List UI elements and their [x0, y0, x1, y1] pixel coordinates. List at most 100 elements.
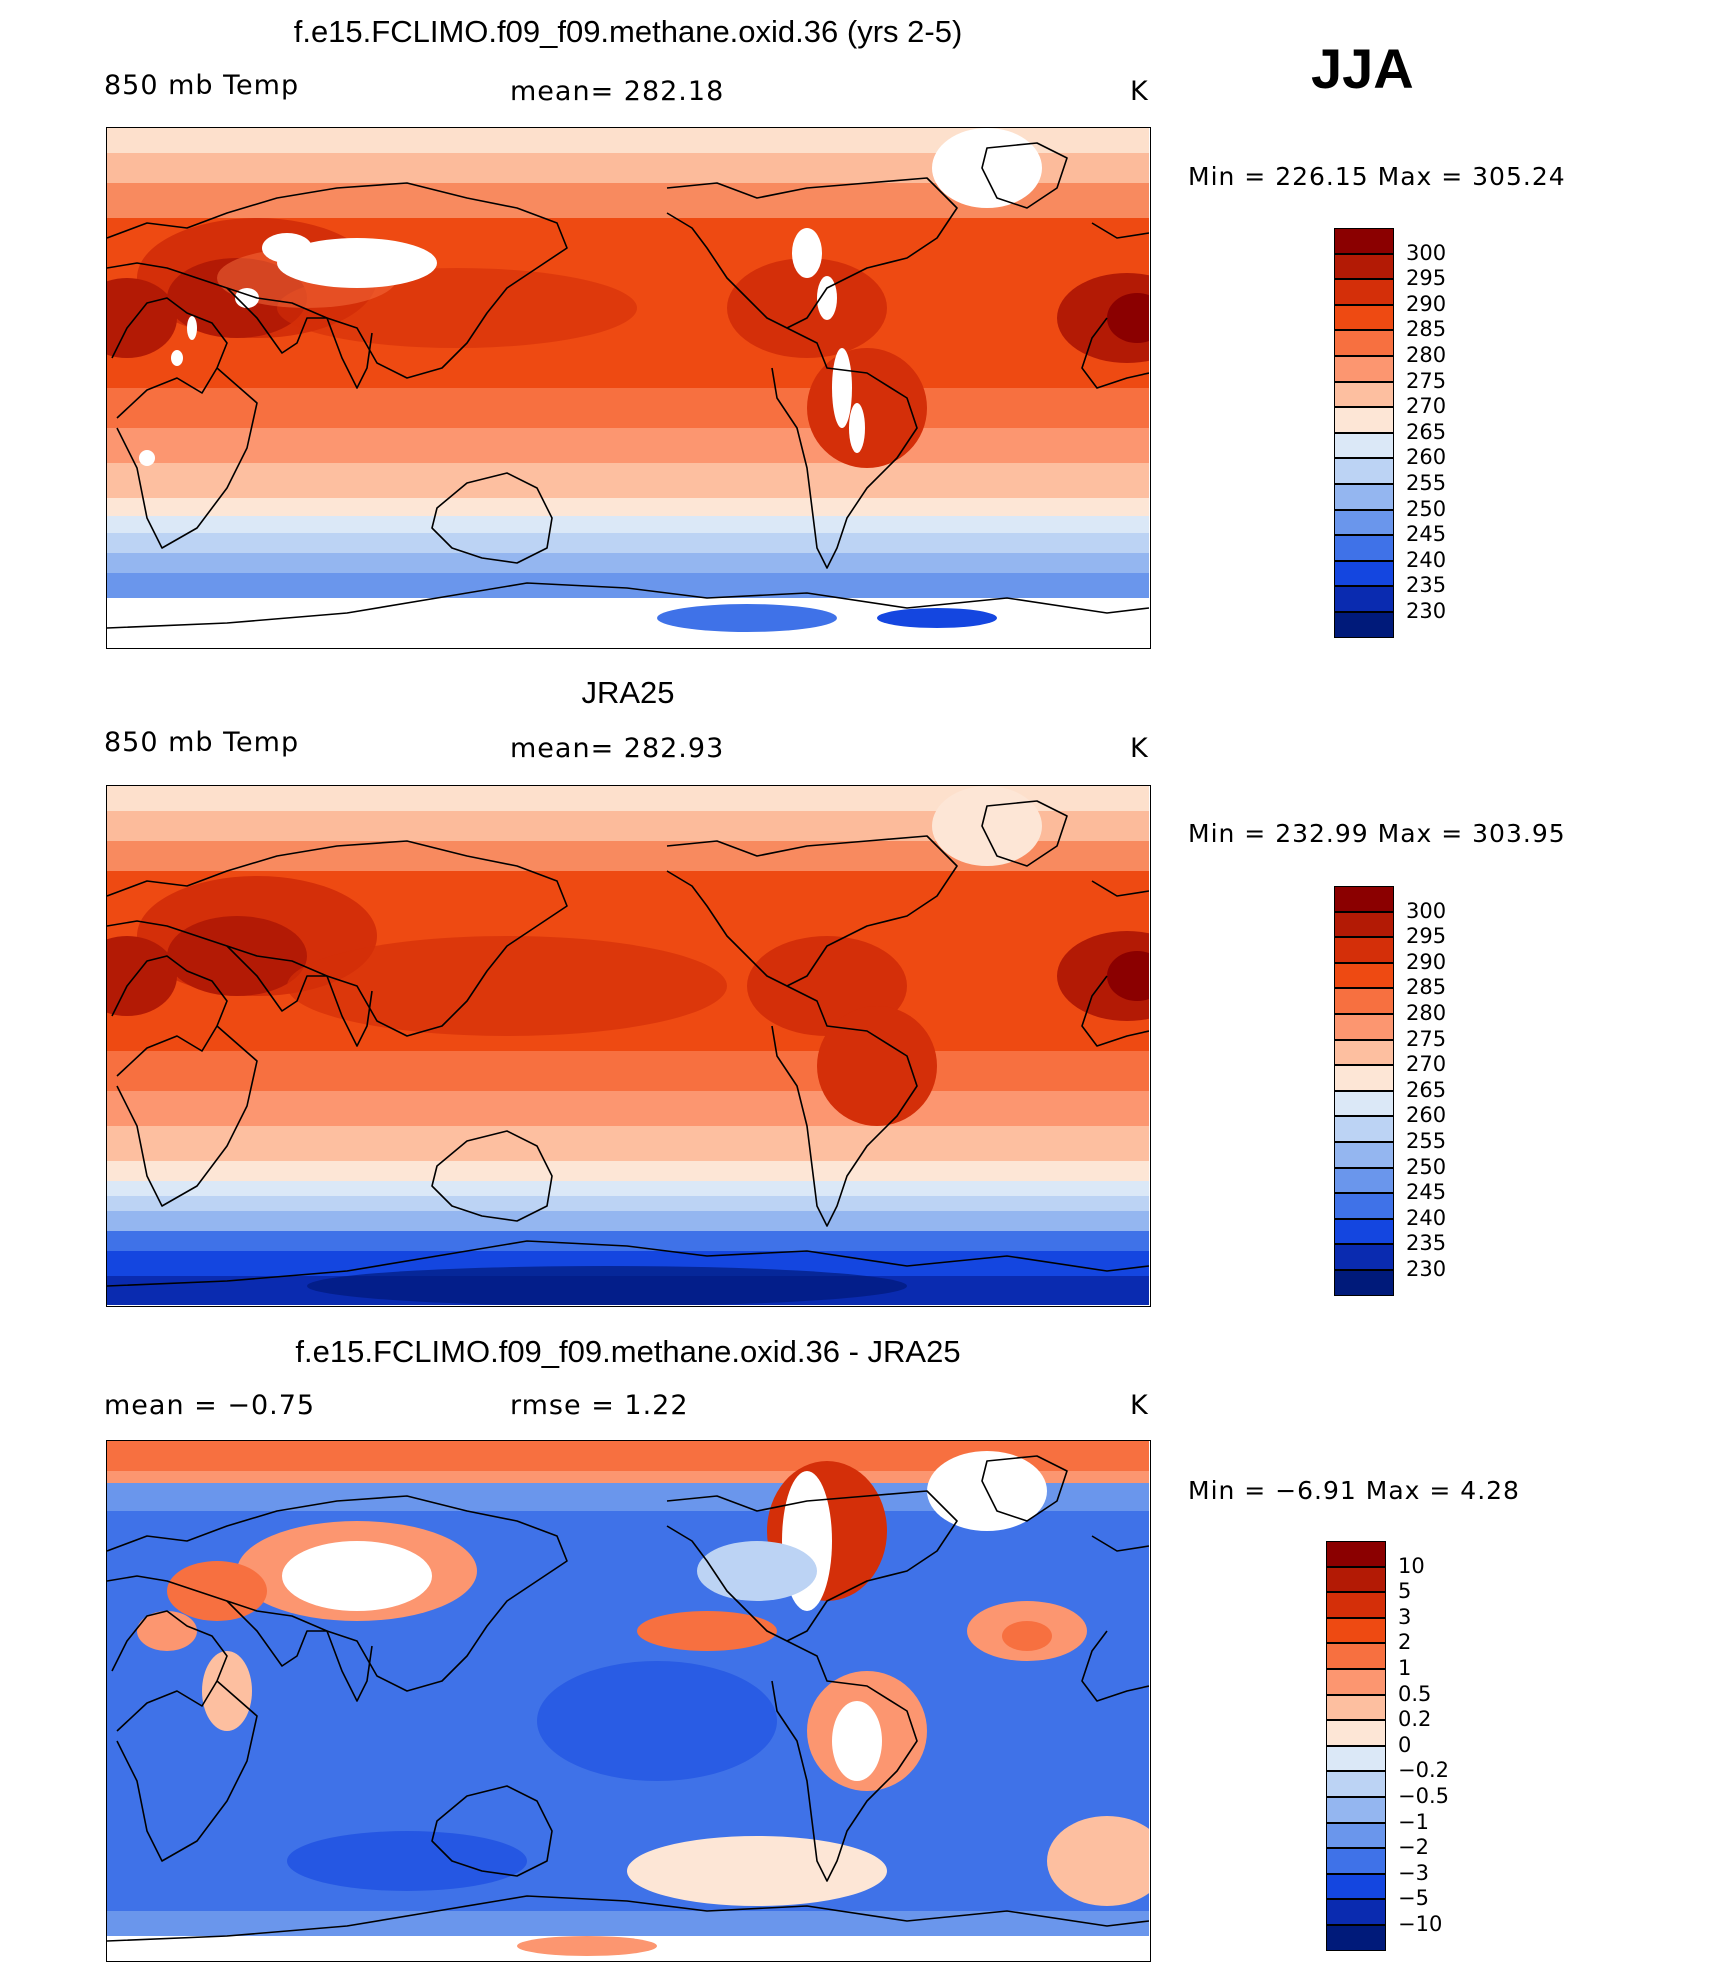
colorbar-swatch — [1326, 1745, 1386, 1772]
colorbar-swatch — [1334, 279, 1394, 305]
colorbar-tick-label: 0.2 — [1398, 1707, 1432, 1732]
colorbar-tick-label: 290 — [1406, 291, 1447, 316]
colorbar-tick-label: 240 — [1406, 547, 1447, 572]
colorbar-swatch — [1334, 988, 1394, 1014]
colorbar-tick-label: 240 — [1406, 1205, 1447, 1230]
colorbar-swatch — [1334, 458, 1394, 484]
colorbar-tick-label: 285 — [1406, 317, 1447, 342]
panel-3-units-label: K — [1130, 1390, 1149, 1421]
colorbar-swatch — [1334, 937, 1394, 963]
panel-2-units-label: K — [1130, 733, 1149, 764]
colorbar-tick-label: −5 — [1398, 1886, 1429, 1911]
colorbar-swatch — [1326, 1771, 1386, 1797]
colorbar-swatch — [1326, 1873, 1386, 1900]
colorbar-tick-label: 280 — [1406, 343, 1447, 367]
colorbar-swatch — [1326, 1822, 1386, 1849]
panel-1-title: f.e15.FCLIMO.f09_f09.methane.oxid.36 (yr… — [293, 14, 963, 49]
colorbar-tick-label: 295 — [1406, 924, 1447, 949]
colorbar-tick-label: 300 — [1406, 898, 1447, 923]
colorbar-tick-label: 255 — [1406, 471, 1447, 495]
panel-1-units-label: K — [1130, 76, 1149, 107]
panel-2-title: JRA25 — [581, 675, 675, 710]
colorbar-tick-label: 250 — [1406, 496, 1447, 521]
colorbar-swatch — [1334, 560, 1394, 587]
colorbar-tick-label: −10 — [1398, 1912, 1443, 1936]
colorbar-swatch — [1326, 1566, 1386, 1593]
colorbar-swatch — [1334, 253, 1394, 280]
colorbar-tick-label: 0 — [1398, 1732, 1412, 1757]
colorbar-tick-label: −0.5 — [1398, 1784, 1449, 1808]
panel-2-mean-label: mean= 282.93 — [510, 733, 725, 764]
colorbar-tick-label: 10 — [1398, 1553, 1425, 1578]
panel-3-minmax-label: Min = −6.91 Max = 4.28 — [1188, 1476, 1520, 1505]
colorbar-tick-label: −2 — [1398, 1835, 1429, 1860]
colorbar-swatch — [1334, 1270, 1394, 1296]
colorbar-swatch — [1334, 1014, 1394, 1040]
colorbar-tick-label: 265 — [1406, 1077, 1447, 1102]
panel-2-variable-label: 850 mb Temp — [104, 727, 300, 758]
colorbar-tick-label: 235 — [1406, 1231, 1447, 1256]
colorbar-tick-label: 270 — [1406, 394, 1447, 419]
colorbar-swatch — [1326, 1669, 1386, 1695]
coastline-overlay — [107, 800, 1149, 1287]
colorbar-tick-label: 3 — [1398, 1604, 1412, 1629]
colorbar-swatch — [1326, 1617, 1386, 1644]
colorbar-swatch — [1334, 432, 1394, 459]
colorbar-swatch — [1334, 911, 1394, 938]
colorbar-swatch — [1334, 1142, 1394, 1168]
colorbar-swatch — [1326, 1899, 1386, 1925]
colorbar-swatch — [1334, 1193, 1394, 1219]
colorbar-tick-label: 275 — [1406, 1026, 1447, 1051]
colorbar-tick-label: 250 — [1406, 1154, 1447, 1179]
colorbar-tick-label: 0.5 — [1398, 1681, 1432, 1706]
colorbar-tick-label: 265 — [1406, 419, 1447, 444]
panel-1-minmax-label: Min = 226.15 Max = 305.24 — [1188, 162, 1566, 191]
colorbar-tick-label: 260 — [1406, 1103, 1447, 1128]
colorbar-swatch — [1334, 330, 1394, 356]
panel-3-title: f.e15.FCLIMO.f09_f09.methane.oxid.36 - J… — [295, 1334, 961, 1369]
panel-1-map — [106, 127, 1151, 649]
colorbar-swatch — [1334, 612, 1394, 638]
colorbar-tick-label: 300 — [1406, 240, 1447, 265]
season-label: JJA — [1311, 37, 1414, 100]
colorbar-swatch — [1326, 1643, 1386, 1669]
colorbar-tick-label: 280 — [1406, 1001, 1447, 1025]
coastline-overlay — [107, 142, 1149, 629]
colorbar-tick-label: 275 — [1406, 368, 1447, 393]
colorbar-tick-label: −0.2 — [1398, 1758, 1449, 1783]
panel-1-mean-label: mean= 282.18 — [510, 76, 725, 107]
coastline-overlay — [107, 1455, 1149, 1942]
colorbar-tick-label: −3 — [1398, 1860, 1429, 1885]
colorbar-swatch — [1326, 1797, 1386, 1823]
colorbar-swatch — [1334, 1039, 1394, 1066]
colorbar-tick-label: 245 — [1406, 522, 1447, 547]
colorbar-swatch — [1334, 407, 1394, 433]
panel-3-rmse-label: rmse = 1.22 — [510, 1390, 689, 1421]
colorbar-tick-label: −1 — [1398, 1809, 1429, 1834]
colorbar-tick-label: 295 — [1406, 266, 1447, 291]
colorbar-tick-label: 285 — [1406, 975, 1447, 1000]
colorbar-tick-label: 235 — [1406, 573, 1447, 598]
colorbar-swatch — [1326, 1694, 1386, 1721]
colorbar-swatch — [1334, 1167, 1394, 1194]
colorbar-tick-label: 290 — [1406, 949, 1447, 974]
colorbar-swatch — [1334, 586, 1394, 612]
panel-2-map — [106, 785, 1151, 1307]
colorbar-swatch — [1334, 1065, 1394, 1091]
colorbar-swatch — [1334, 1218, 1394, 1245]
colorbar-swatch — [1326, 1592, 1386, 1618]
panel-1-variable-label: 850 mb Temp — [104, 70, 300, 101]
colorbar-swatch — [1334, 484, 1394, 510]
colorbar-swatch — [1334, 381, 1394, 408]
colorbar-swatch — [1334, 509, 1394, 536]
colorbar-swatch — [1326, 1720, 1386, 1746]
colorbar-swatch — [1334, 1244, 1394, 1270]
colorbar-swatch — [1334, 1116, 1394, 1142]
colorbar-swatch — [1334, 962, 1394, 989]
panel-3-map — [106, 1440, 1151, 1962]
colorbar-tick-label: 1 — [1398, 1656, 1412, 1680]
colorbar-swatch — [1334, 1090, 1394, 1117]
colorbar-swatch — [1334, 535, 1394, 561]
colorbar-tick-label: 260 — [1406, 445, 1447, 470]
panel-3-mean-label: mean = −0.75 — [104, 1390, 316, 1421]
